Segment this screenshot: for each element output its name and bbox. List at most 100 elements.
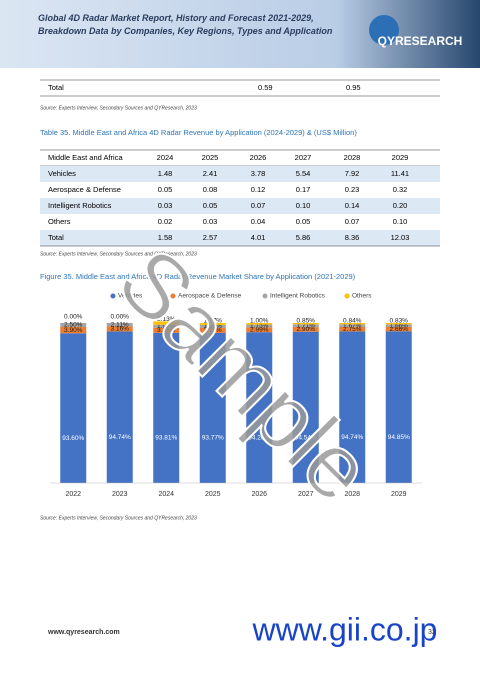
cell: Total <box>48 83 64 92</box>
cell: 3.78 <box>251 169 266 178</box>
cell: 2.57 <box>203 233 218 242</box>
data-label: 94.54% <box>295 434 317 441</box>
cell: 0.05 <box>203 201 218 210</box>
logo-icon <box>369 15 399 45</box>
cell: 0.05 <box>296 217 311 226</box>
cell: Aerospace & Defense <box>48 185 121 194</box>
bar-segment <box>60 333 87 483</box>
data-label: 1.95% <box>204 323 223 330</box>
data-label: 1.67% <box>343 322 362 329</box>
cell: Vehicles <box>48 169 76 178</box>
page-number: 32 <box>428 629 436 636</box>
data-label: 1.17% <box>204 318 223 325</box>
bar-segment <box>153 321 180 325</box>
data-label: 0.85% <box>297 318 316 325</box>
gii-watermark: www.gii.co.jp <box>252 611 438 647</box>
cell: 12.03 <box>391 233 410 242</box>
data-label: 1.90% <box>157 323 176 330</box>
data-label: 1.66% <box>390 322 409 329</box>
footer-url: www.qyresearch.com <box>47 629 120 636</box>
cell: 0.23 <box>345 185 360 194</box>
cell: 0.14 <box>345 201 360 210</box>
row-band <box>40 166 440 182</box>
cell: 0.10 <box>296 201 311 210</box>
cell: 8.36 <box>345 233 360 242</box>
cell: 2027 <box>295 153 312 162</box>
data-label: 2.75% <box>343 326 362 333</box>
figure-title: Figure 35. Middle East and Africa 4D Rad… <box>40 272 356 281</box>
data-label: 93.77% <box>202 435 224 442</box>
data-label: 2.11% <box>111 321 129 328</box>
x-tick-label: 2025 <box>205 491 221 498</box>
bar-segment <box>153 332 180 483</box>
cell: 2025 <box>202 153 219 162</box>
cell: 5.86 <box>296 233 311 242</box>
bar-segment <box>153 324 180 328</box>
x-tick-label: 2023 <box>112 491 128 498</box>
bar-segment <box>385 323 412 325</box>
cell: 0.95 <box>346 83 361 92</box>
cell: 2026 <box>250 153 267 162</box>
cell: 0.07 <box>251 201 266 210</box>
legend-label: Aerospace & Defense <box>178 293 242 300</box>
cell: 0.32 <box>393 185 408 194</box>
bar-segment <box>339 324 366 328</box>
bar-segment <box>199 323 226 325</box>
cell: 2024 <box>157 153 174 162</box>
table: Middle East and Africa 2024 2025 2026 2027 20… <box>40 149 440 247</box>
header-band <box>0 0 480 68</box>
table-title: Table 35. Middle East and Africa 4D Rada… <box>40 128 357 137</box>
data-label: 1.75% <box>250 323 269 330</box>
bar-segment <box>199 332 226 483</box>
cell: 2028 <box>344 153 361 162</box>
cell: 0.03 <box>158 201 173 210</box>
bar-segment <box>106 326 133 332</box>
data-label: 93.60% <box>62 435 84 442</box>
legend-label: Vehicles <box>118 293 143 300</box>
data-label: 0.84% <box>343 318 362 325</box>
bar-segment <box>292 327 319 332</box>
cell: 0.08 <box>203 185 218 194</box>
cell: 0.07 <box>345 217 360 226</box>
bar-segment <box>153 327 180 333</box>
cell: Others <box>48 217 71 226</box>
data-label: 0.00% <box>111 314 130 321</box>
data-label: 1.71% <box>297 322 316 329</box>
data-label: 94.85% <box>388 434 410 441</box>
data-label: 94.74% <box>341 434 363 441</box>
bar-segment <box>339 323 366 325</box>
bar-segment <box>246 332 273 483</box>
cell: Intelligent Robotics <box>48 201 112 210</box>
data-label: 0.00% <box>64 314 83 321</box>
cell: 2.41 <box>203 169 218 178</box>
cell: 0.02 <box>158 217 173 226</box>
cell: 2029 <box>392 153 409 162</box>
bar-segment <box>385 324 412 327</box>
x-tick-label: 2027 <box>298 491 314 498</box>
bar-segment <box>246 327 273 333</box>
legend-swatch <box>344 293 350 299</box>
data-label: 0.83% <box>390 318 409 325</box>
bar-segment <box>292 324 319 328</box>
legend-label: Intelligent Robotics <box>270 293 326 300</box>
x-tick-label: 2024 <box>158 491 174 498</box>
bar-segment <box>199 327 226 333</box>
x-tick-label: 2029 <box>391 491 407 498</box>
data-label: 3.16% <box>111 326 130 333</box>
logo: QYRESEARCH <box>378 34 463 48</box>
data-label: 3.16% <box>157 327 176 334</box>
data-label: 94.26% <box>248 434 270 441</box>
bar-segment <box>385 331 412 483</box>
row-band <box>40 198 440 214</box>
cell: 0.05 <box>158 185 173 194</box>
legend-swatch <box>170 293 176 299</box>
data-label: 2.66% <box>390 326 409 333</box>
cell: Total <box>48 233 64 242</box>
row-band <box>40 230 440 246</box>
data-label: 2.50% <box>64 322 83 329</box>
cell: 1.58 <box>158 233 173 242</box>
data-label: 3.90% <box>64 327 83 334</box>
legend-swatch <box>262 293 268 299</box>
chart: Vehicles Aerospace & Defense Intelligent R… <box>50 293 422 498</box>
